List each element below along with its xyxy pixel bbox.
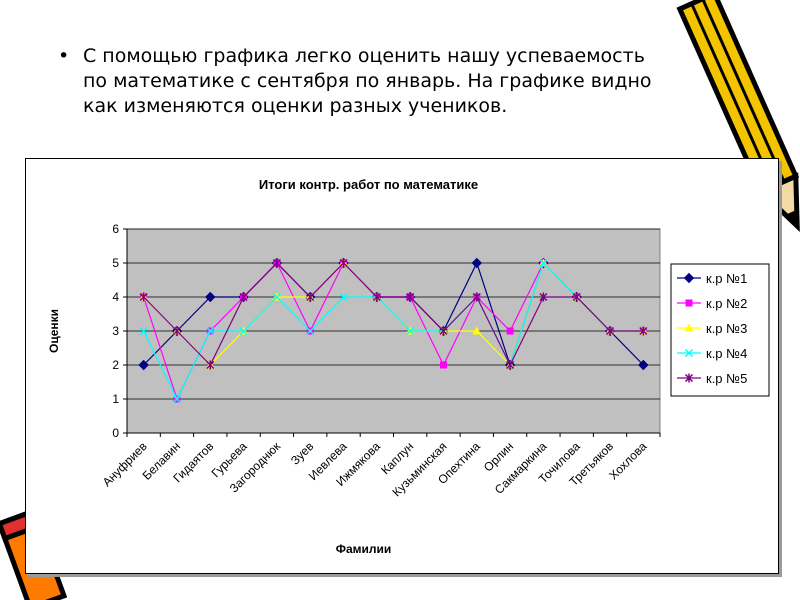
data-point-series-5 [272, 258, 281, 268]
data-point-series-5 [139, 292, 148, 302]
y-tick-label: 1 [112, 392, 119, 406]
data-point-series-5 [239, 292, 248, 302]
legend-marker [684, 348, 694, 358]
chart-container: Итоги контр. работ по математике 0 1 2 3 4 5 6 А… [25, 158, 779, 574]
data-point-series-5 [372, 292, 381, 302]
y-tick-label: 3 [112, 324, 119, 338]
data-point-series-1 [638, 359, 649, 371]
x-axis-label: Фамилии [336, 542, 392, 556]
y-tick-label: 6 [112, 222, 119, 236]
data-point-series-4 [272, 292, 281, 302]
data-point-series-5 [439, 326, 448, 336]
legend-label: к.р №2 [706, 296, 747, 311]
data-point-series-5 [306, 292, 315, 302]
data-point-series-4 [239, 326, 248, 336]
data-point-series-1 [471, 257, 482, 269]
data-point-series-1 [138, 359, 149, 371]
data-point-series-4 [306, 326, 315, 336]
line-chart: Итоги контр. работ по математике 0 1 2 3 4 5 6 А… [47, 177, 770, 556]
chart-title: Итоги контр. работ по математике [259, 177, 478, 192]
data-point-series-5 [606, 326, 615, 336]
data-point-series-5 [506, 360, 515, 370]
legend-label: к.р №4 [706, 346, 747, 361]
data-point-series-4 [539, 258, 548, 268]
y-tick-label: 5 [112, 256, 119, 270]
slide-text-line-3: как изменяются оценки разных учеников. [83, 95, 508, 117]
x-tick-label: Хохлова [606, 439, 649, 482]
data-point-series-3 [472, 326, 482, 335]
data-point-series-1 [205, 291, 216, 303]
data-point-series-4 [406, 326, 415, 336]
y-tick-label: 2 [112, 358, 119, 372]
legend-marker [685, 299, 693, 307]
slide-text-line-2: по математике с сентября по январь. На г… [83, 70, 652, 92]
data-point-series-5 [572, 292, 581, 302]
data-point-series-5 [206, 360, 215, 370]
data-point-series-2 [506, 327, 514, 335]
data-point-series-5 [339, 258, 348, 268]
legend-label: к.р №5 [706, 371, 747, 386]
data-point-series-5 [172, 326, 181, 336]
y-axis-label: Оценки [47, 309, 61, 353]
data-point-series-4 [339, 292, 348, 302]
legend-label: к.р №3 [706, 321, 747, 336]
y-tick-label: 4 [112, 290, 119, 304]
data-point-series-4 [206, 326, 215, 336]
x-tick-label: Ануфриев [100, 439, 150, 489]
data-point-series-5 [472, 292, 481, 302]
x-tick-label: Зуев [288, 439, 316, 467]
data-point-series-4 [172, 394, 181, 404]
y-tick-label: 0 [112, 426, 119, 440]
bullet-icon: • [58, 45, 70, 67]
legend-label: к.р №1 [706, 271, 747, 286]
slide-text-line-1: С помощью графика легко оценить нашу усп… [83, 45, 645, 67]
slide-bullet-text: • С помощью графика легко оценить нашу у… [58, 44, 698, 119]
data-point-series-5 [406, 292, 415, 302]
data-point-series-4 [139, 326, 148, 336]
legend-marker [684, 373, 694, 383]
legend-marker [684, 323, 694, 332]
data-point-series-5 [539, 292, 548, 302]
series-line-5 [143, 262, 644, 367]
legend-marker [683, 272, 695, 284]
data-point-series-5 [639, 326, 648, 336]
data-point-series-2 [439, 361, 447, 369]
